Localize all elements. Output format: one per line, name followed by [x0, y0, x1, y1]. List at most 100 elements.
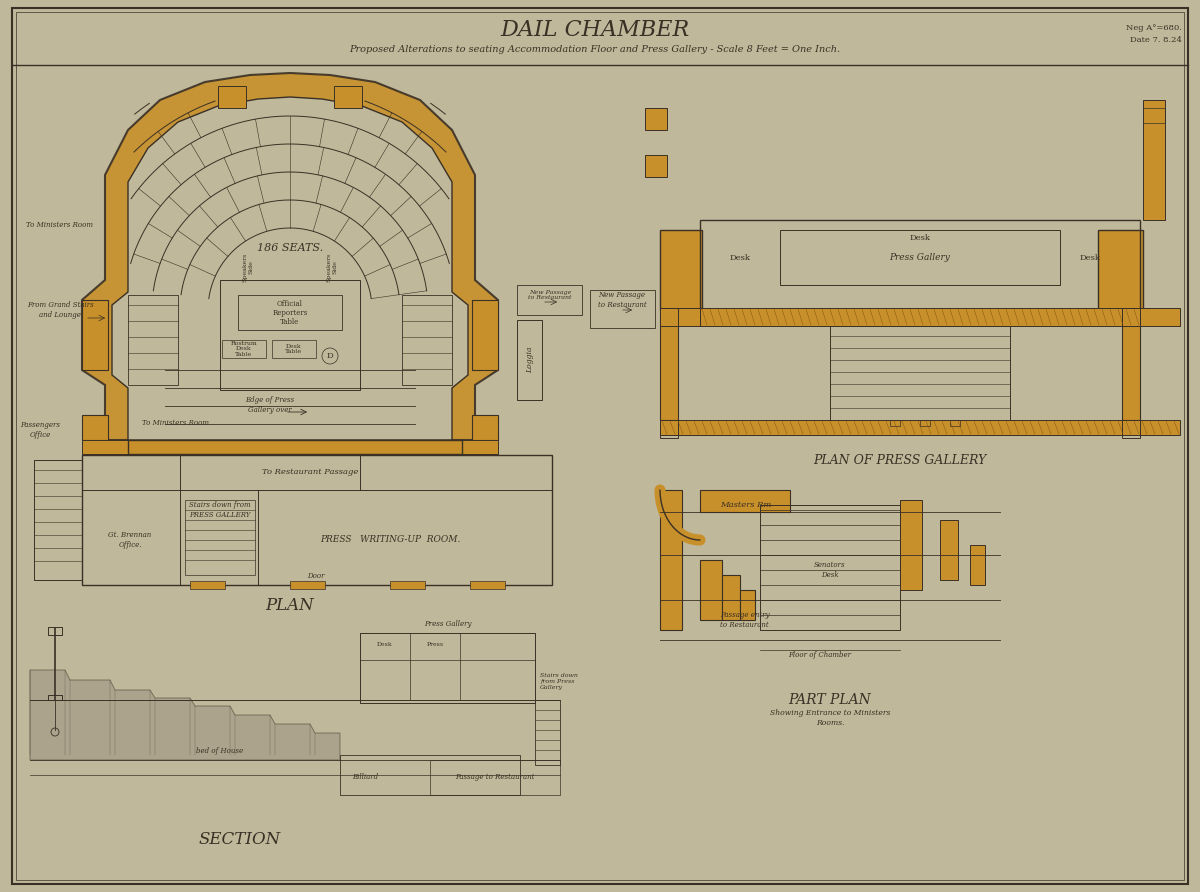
Text: Showing Entrance to Ministers
Rooms.: Showing Entrance to Ministers Rooms. — [770, 709, 890, 727]
Bar — [82, 455, 552, 585]
Bar — [900, 500, 922, 590]
Bar — [660, 490, 682, 630]
Text: Rostrum
Desk
Table: Rostrum Desk Table — [230, 341, 257, 358]
Bar — [970, 545, 985, 585]
Bar — [890, 420, 900, 426]
Text: Desk: Desk — [377, 642, 392, 648]
Text: Speakers
Side: Speakers Side — [326, 252, 337, 282]
Text: PART PLAN: PART PLAN — [788, 693, 871, 707]
Bar — [535, 700, 560, 765]
Bar — [334, 86, 362, 108]
Bar — [517, 285, 582, 315]
Text: Speakers
Side: Speakers Side — [242, 252, 253, 282]
Bar — [390, 581, 425, 589]
Bar — [700, 560, 722, 620]
Bar — [1142, 108, 1165, 123]
Bar — [128, 295, 178, 385]
Text: New Passage
to Restaurant: New Passage to Restaurant — [598, 292, 647, 309]
Text: PLAN OF PRESS GALLERY: PLAN OF PRESS GALLERY — [814, 453, 986, 467]
Text: Desk: Desk — [910, 234, 930, 242]
Bar — [470, 581, 505, 589]
Text: Neg A°=680.: Neg A°=680. — [1126, 24, 1182, 32]
Text: Press: Press — [426, 642, 444, 648]
Bar — [646, 155, 667, 177]
Text: 186 SEATS.: 186 SEATS. — [257, 243, 323, 253]
Text: Billiard: Billiard — [352, 773, 378, 781]
Bar — [830, 326, 1010, 426]
Text: Desk: Desk — [1080, 254, 1100, 262]
Bar — [402, 295, 452, 385]
Polygon shape — [112, 97, 468, 440]
Bar — [660, 308, 700, 326]
Bar — [82, 440, 128, 454]
Bar — [1098, 230, 1142, 310]
Polygon shape — [82, 73, 498, 440]
Text: Official
Reporters
Table: Official Reporters Table — [272, 300, 307, 326]
Bar — [290, 581, 325, 589]
Bar — [760, 505, 900, 630]
Bar — [472, 300, 498, 370]
Text: From Grand Stairs
and Lounge: From Grand Stairs and Lounge — [26, 301, 94, 318]
Bar — [128, 440, 462, 454]
Bar — [660, 230, 702, 310]
Text: Loggia: Loggia — [526, 347, 534, 373]
Text: PLAN: PLAN — [265, 597, 314, 614]
Bar — [222, 340, 266, 358]
Bar — [34, 460, 82, 580]
Bar — [82, 415, 108, 440]
Bar — [1140, 308, 1180, 326]
Bar — [950, 420, 960, 426]
Text: To Restaurant Passage: To Restaurant Passage — [262, 468, 358, 476]
Bar — [272, 340, 316, 358]
Text: Passengers
Office: Passengers Office — [20, 421, 60, 439]
Text: Desk
Table: Desk Table — [286, 343, 302, 354]
Text: To Ministers Room: To Ministers Room — [26, 221, 94, 229]
Text: DAIL CHAMBER: DAIL CHAMBER — [500, 19, 690, 41]
Polygon shape — [30, 670, 340, 760]
Bar — [660, 310, 678, 420]
Text: Desk: Desk — [730, 254, 750, 262]
Bar — [517, 320, 542, 400]
Text: To Ministers Room: To Ministers Room — [142, 419, 209, 427]
Text: SECTION: SECTION — [199, 831, 281, 848]
Bar — [472, 415, 498, 440]
Bar — [185, 500, 256, 575]
Bar — [430, 760, 560, 795]
Text: bed of House: bed of House — [197, 747, 244, 755]
Bar — [940, 520, 958, 580]
Bar — [48, 695, 62, 700]
Text: Press Gallery: Press Gallery — [889, 253, 950, 262]
Text: Senators
Desk: Senators Desk — [814, 561, 846, 579]
Bar — [238, 295, 342, 330]
Bar — [590, 290, 655, 328]
Text: Stairs down from
PRESS GALLERY: Stairs down from PRESS GALLERY — [190, 501, 251, 518]
Bar — [1122, 310, 1140, 420]
Bar — [700, 220, 1140, 310]
Bar — [1142, 100, 1165, 220]
Text: Door: Door — [307, 572, 325, 580]
Bar — [462, 440, 498, 454]
Bar — [920, 420, 930, 426]
Bar — [1122, 308, 1140, 438]
Text: Gt. Brennan
Office.: Gt. Brennan Office. — [108, 532, 151, 549]
Bar — [722, 575, 740, 620]
Text: Passage to Restaurant: Passage to Restaurant — [455, 773, 535, 781]
Bar — [220, 280, 360, 390]
Text: Masters Rm: Masters Rm — [720, 501, 772, 509]
Text: Edge of Press
Gallery over: Edge of Press Gallery over — [246, 396, 294, 414]
Bar — [360, 633, 535, 703]
Bar — [660, 420, 1180, 435]
Text: New Passage
to Restaurant: New Passage to Restaurant — [528, 290, 571, 301]
Bar — [660, 308, 678, 438]
Bar — [780, 230, 1060, 285]
Bar — [700, 490, 790, 512]
Text: Floor of Chamber: Floor of Chamber — [788, 651, 852, 659]
Text: Stairs down
from Press
Gallery: Stairs down from Press Gallery — [540, 673, 578, 690]
Text: PRESS   WRITING-UP  ROOM.: PRESS WRITING-UP ROOM. — [320, 535, 460, 544]
Bar — [700, 308, 1140, 326]
Text: Press Gallery: Press Gallery — [425, 620, 472, 628]
Bar — [218, 86, 246, 108]
Text: Passage entry
to Restaurant: Passage entry to Restaurant — [720, 611, 769, 629]
Text: Proposed Alterations to seating Accommodation Floor and Press Gallery - Scale 8 : Proposed Alterations to seating Accommod… — [349, 45, 840, 54]
Bar — [48, 627, 62, 635]
